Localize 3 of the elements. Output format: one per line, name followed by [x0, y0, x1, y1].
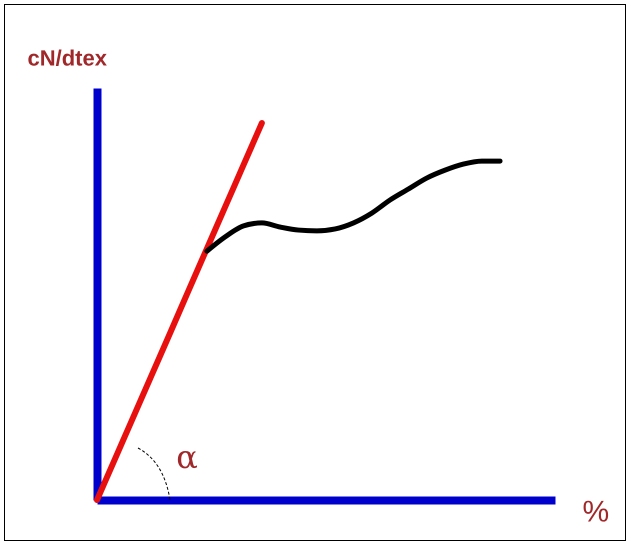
annotation: α	[176, 438, 198, 476]
y-axis-title: cN/dtex	[28, 46, 108, 70]
x-axis-title: %	[582, 496, 610, 528]
